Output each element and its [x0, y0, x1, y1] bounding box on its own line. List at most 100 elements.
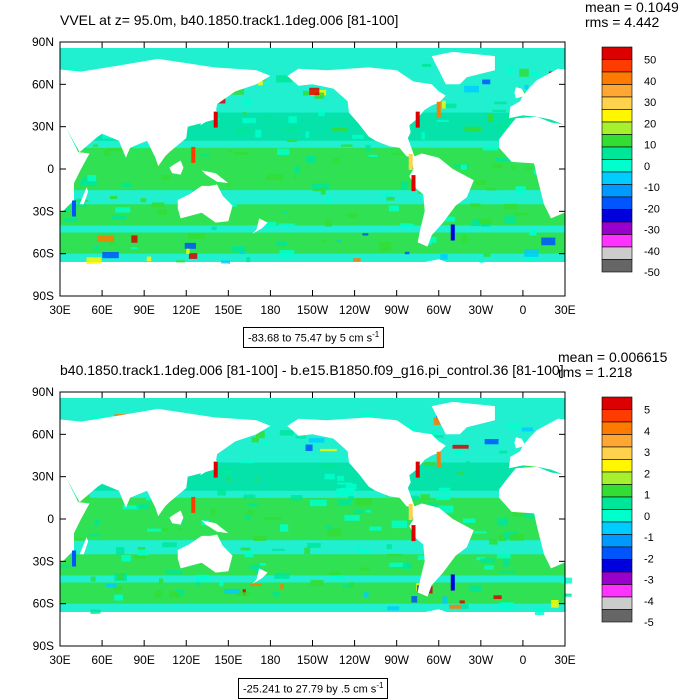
field-patch	[483, 253, 491, 257]
field-patch	[331, 127, 348, 131]
field-patch	[368, 154, 378, 158]
colorbar-swatch	[601, 134, 633, 148]
land-mass	[3, 408, 271, 517]
field-patch	[521, 427, 534, 432]
field-patch	[381, 192, 394, 197]
field-patch	[411, 596, 418, 603]
land-mass	[151, 161, 167, 178]
field-patch	[332, 157, 340, 163]
field-patch	[436, 119, 449, 123]
colorbar-swatch	[601, 71, 633, 85]
lat-tick-label: 60S	[33, 597, 54, 611]
panel-1-mean: mean = 0.1049	[585, 0, 679, 15]
field-patch	[355, 545, 361, 551]
land-mass	[431, 51, 495, 85]
field-patch	[219, 581, 224, 587]
field-patch	[457, 472, 465, 475]
field-patch	[146, 256, 152, 262]
land-mass	[9, 87, 21, 99]
field-patch	[130, 247, 138, 250]
lon-tick-label: 150W	[297, 303, 329, 317]
field-patch	[263, 441, 268, 447]
field-patch	[369, 526, 382, 531]
field-patch	[294, 166, 300, 174]
field-patch	[219, 468, 231, 475]
field-patch	[421, 63, 432, 68]
field-patch	[293, 176, 297, 180]
lon-tick-label: 30E	[49, 653, 70, 667]
field-patch	[428, 430, 438, 436]
colorbar-swatch	[601, 121, 633, 135]
field-patch	[336, 488, 353, 497]
field-patch	[226, 182, 231, 188]
field-patch	[441, 216, 456, 222]
colorbar-swatch	[601, 409, 633, 423]
land-mass	[201, 520, 229, 534]
field-patch	[288, 116, 297, 124]
land-mass	[79, 187, 89, 205]
colorbar-swatch	[601, 434, 633, 448]
field-patch	[347, 213, 358, 218]
lon-tick-label: 60W	[426, 653, 451, 667]
boundary-current	[213, 461, 218, 478]
lat-tick-label: 30N	[32, 120, 54, 134]
land-mass	[565, 262, 700, 296]
colorbar-swatch	[601, 159, 633, 173]
land-mass	[514, 437, 526, 449]
field-patch	[201, 479, 207, 482]
field-patch	[330, 575, 345, 579]
field-patch	[433, 435, 444, 438]
field-patch	[279, 249, 295, 258]
field-patch	[255, 129, 262, 138]
field-patch	[255, 567, 262, 574]
field-patch	[281, 211, 288, 214]
colorbar-label: -5	[644, 617, 654, 629]
field-patch	[264, 517, 282, 521]
colorbar-swatch	[601, 584, 633, 598]
boundary-current	[450, 574, 455, 591]
field-patch	[496, 553, 511, 559]
colorbar-swatch	[601, 96, 633, 110]
colorbar-swatch	[601, 496, 633, 510]
lat-tick-label: 60S	[33, 247, 54, 261]
field-patch	[319, 463, 335, 468]
field-patch	[479, 218, 492, 225]
field-patch	[242, 118, 256, 124]
panel-1-range-box: -83.68 to 75.47 by 5 cm s-1	[243, 327, 385, 348]
field-patch	[438, 487, 451, 494]
field-patch	[136, 504, 151, 509]
land-mass	[431, 401, 495, 435]
field-patch	[464, 126, 482, 132]
land-mass	[499, 466, 595, 569]
colorbar-label: 40	[644, 76, 656, 88]
boundary-current	[411, 525, 416, 542]
field-patch	[365, 510, 372, 513]
boundary-current	[408, 503, 413, 520]
land-mass	[0, 116, 90, 219]
field-patch	[514, 212, 528, 216]
field-patch	[188, 233, 206, 240]
lat-tick-label: 30N	[32, 470, 54, 484]
field-patch	[499, 602, 514, 610]
field-patch	[287, 139, 297, 143]
field-patch	[290, 495, 303, 501]
colorbar-swatch	[601, 146, 633, 160]
field-patch	[115, 207, 131, 213]
field-patch	[250, 583, 262, 587]
panel-2-range-text: -25.241 to 27.79 by .5 cm s	[243, 683, 377, 696]
land-mass	[169, 510, 184, 525]
colorbar-swatch	[601, 209, 633, 223]
field-patch	[63, 206, 70, 211]
field-patch	[104, 150, 111, 157]
field-patch	[305, 131, 310, 138]
field-patch	[258, 80, 263, 86]
field-patch	[455, 449, 462, 456]
field-patch	[134, 555, 147, 559]
field-patch	[428, 502, 439, 510]
field-patch	[161, 174, 170, 180]
field-patch	[479, 260, 484, 263]
lon-tick-label: 0	[520, 303, 527, 317]
panel-2-mean: mean = 0.006615	[558, 349, 668, 365]
